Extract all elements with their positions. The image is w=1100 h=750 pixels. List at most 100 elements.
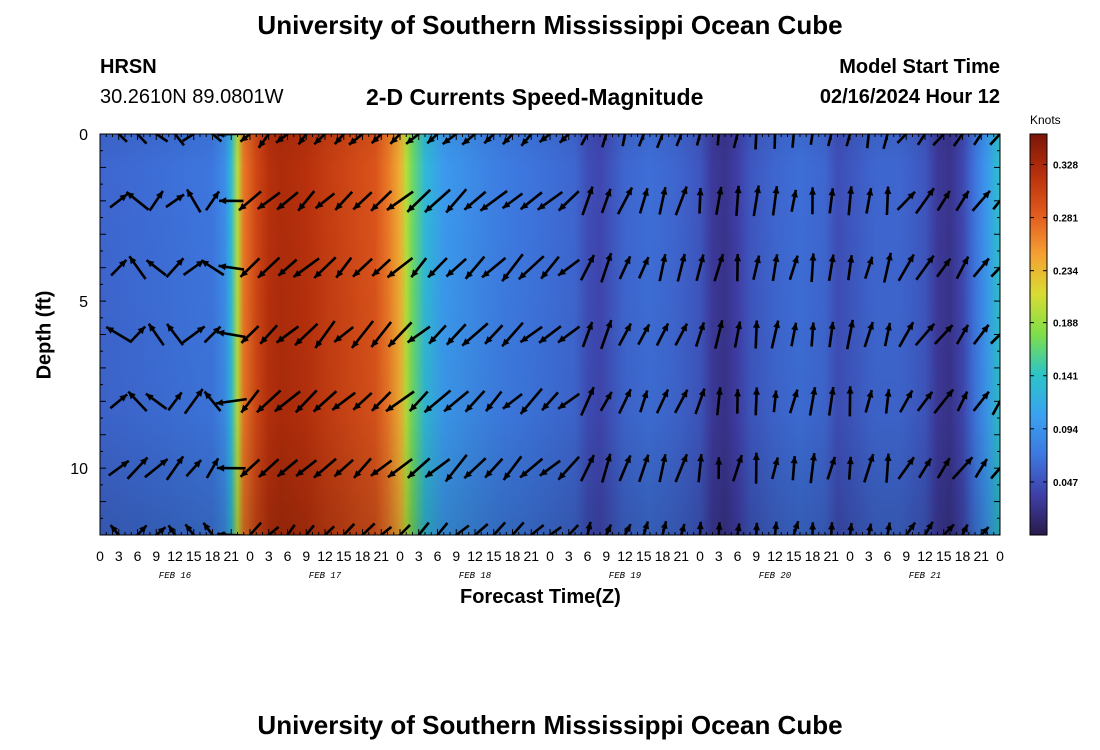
current-arrow-head bbox=[1001, 388, 1008, 396]
current-arrow-head bbox=[296, 468, 304, 477]
current-arrow-head bbox=[502, 136, 511, 145]
current-arrow-head bbox=[259, 536, 267, 543]
x-tick-label: 12 bbox=[767, 548, 783, 564]
current-arrow-head bbox=[387, 470, 396, 478]
current-arrow-head bbox=[999, 195, 1000, 197]
current-arrow-head bbox=[792, 521, 800, 530]
current-arrow-head bbox=[407, 204, 415, 212]
current-arrow-head bbox=[167, 323, 175, 332]
current-arrow-head bbox=[736, 455, 743, 463]
x-tick-label: 0 bbox=[696, 548, 704, 564]
current-arrow-head bbox=[387, 270, 396, 278]
current-arrow-head bbox=[424, 204, 433, 213]
current-arrow-head bbox=[642, 521, 650, 530]
current-arrow-shaft bbox=[473, 523, 489, 535]
current-arrow-head bbox=[462, 137, 470, 145]
current-arrow-head bbox=[660, 254, 668, 262]
current-arrow-head bbox=[520, 202, 529, 210]
current-arrow-head bbox=[240, 134, 249, 142]
current-arrow-head bbox=[604, 188, 612, 197]
current-arrow-head bbox=[734, 389, 742, 397]
x-tick-label: 15 bbox=[936, 548, 952, 564]
current-arrow-head bbox=[485, 336, 493, 344]
current-arrow-head bbox=[624, 389, 631, 398]
x-tick-label: 0 bbox=[546, 548, 554, 564]
current-arrow-shaft bbox=[510, 521, 525, 535]
x-tick-label: 21 bbox=[223, 548, 239, 564]
current-arrow-head bbox=[907, 457, 914, 466]
current-arrow-head bbox=[847, 255, 855, 263]
current-arrow-head bbox=[680, 323, 687, 332]
current-arrow-head bbox=[772, 254, 780, 262]
current-arrow-head bbox=[429, 335, 437, 344]
current-arrow-head bbox=[623, 122, 630, 130]
current-arrow-shaft bbox=[248, 521, 263, 535]
current-arrow-head bbox=[961, 524, 968, 533]
current-arrow-head bbox=[484, 135, 492, 144]
current-arrow-head bbox=[660, 521, 668, 529]
heatmap-area bbox=[100, 119, 1009, 547]
current-arrow-head bbox=[201, 260, 210, 268]
x-tick-label: 12 bbox=[317, 548, 333, 564]
current-arrow-head bbox=[885, 522, 892, 531]
current-arrow-head bbox=[388, 339, 396, 347]
current-arrow-shaft bbox=[153, 134, 169, 143]
current-arrow-head bbox=[502, 201, 511, 209]
current-arrow-head bbox=[907, 191, 915, 200]
current-arrow-head bbox=[981, 258, 989, 267]
current-arrow-head bbox=[809, 187, 816, 195]
current-arrow-head bbox=[295, 337, 303, 346]
current-arrow-shaft bbox=[865, 134, 871, 149]
current-arrow-head bbox=[126, 192, 135, 200]
station-name: HRSN bbox=[100, 56, 157, 78]
current-arrow-head bbox=[943, 258, 951, 267]
current-arrow-head bbox=[298, 136, 306, 145]
current-arrow-head bbox=[772, 119, 779, 126]
current-arrow-head bbox=[559, 537, 567, 545]
current-arrow-head bbox=[698, 123, 705, 131]
current-arrow-head bbox=[204, 127, 212, 134]
x-tick-label: 3 bbox=[265, 548, 273, 564]
current-arrow-head bbox=[139, 525, 147, 533]
current-arrow-head bbox=[215, 399, 224, 406]
x-tick-label: 15 bbox=[486, 548, 502, 564]
x-tick-label: 21 bbox=[523, 548, 539, 564]
current-arrow-shaft bbox=[655, 134, 664, 149]
current-arrow-head bbox=[260, 336, 268, 344]
current-arrow-head bbox=[867, 454, 875, 462]
current-arrow-head bbox=[773, 320, 780, 329]
current-arrow-head bbox=[906, 322, 914, 331]
current-arrow-head bbox=[539, 134, 548, 143]
current-arrow-head bbox=[424, 404, 433, 413]
current-arrow-head bbox=[734, 254, 742, 262]
x-tick-label: 6 bbox=[884, 548, 892, 564]
current-arrow-head bbox=[947, 123, 954, 131]
x-day-label: FEB 19 bbox=[609, 571, 642, 581]
current-arrow-head bbox=[847, 523, 855, 531]
current-arrow-head bbox=[925, 391, 933, 400]
current-arrow-head bbox=[503, 472, 511, 480]
current-arrow-head bbox=[258, 139, 266, 148]
current-arrow-head bbox=[370, 468, 379, 476]
current-arrow-head bbox=[241, 335, 249, 343]
current-arrow-shaft bbox=[716, 134, 721, 146]
current-arrow-shaft bbox=[566, 524, 580, 535]
current-arrow-head bbox=[828, 321, 836, 330]
current-arrow-head bbox=[445, 473, 453, 482]
current-arrow-head bbox=[715, 522, 723, 530]
current-arrow-head bbox=[696, 521, 704, 530]
current-arrow-head bbox=[587, 387, 595, 396]
current-arrow-head bbox=[137, 326, 146, 335]
current-arrow-head bbox=[334, 334, 343, 342]
current-arrow-head bbox=[680, 186, 688, 195]
current-arrow-head bbox=[195, 389, 203, 397]
current-arrow-head bbox=[558, 268, 567, 276]
x-tick-label: 9 bbox=[152, 548, 160, 564]
current-arrow-head bbox=[717, 254, 725, 263]
current-arrow-head bbox=[1001, 259, 1009, 267]
current-arrow-head bbox=[428, 539, 435, 547]
current-arrow-head bbox=[585, 521, 593, 530]
current-arrow-head bbox=[145, 127, 153, 134]
colorbar-tick-label: 0.281 bbox=[1053, 214, 1078, 225]
x-tick-label: 6 bbox=[584, 548, 592, 564]
